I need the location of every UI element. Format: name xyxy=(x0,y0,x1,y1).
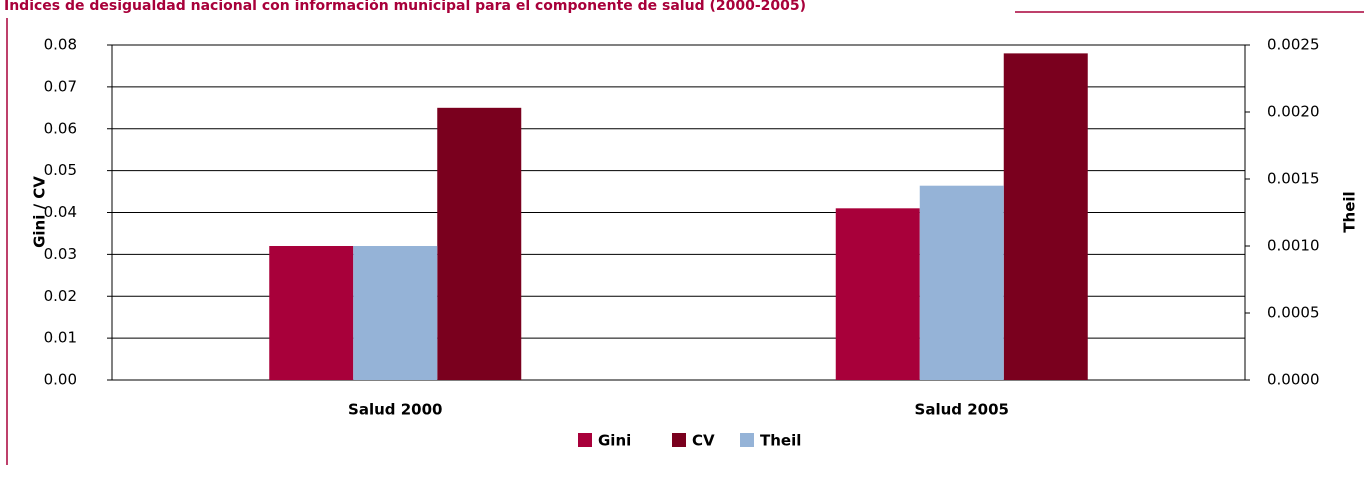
x-tick-label: Salud 2005 xyxy=(915,401,1009,419)
bar xyxy=(353,246,438,380)
legend-label: Gini xyxy=(598,432,631,450)
y-tick-label: 0.08 xyxy=(44,36,77,54)
bar xyxy=(1003,53,1088,380)
legend-swatch xyxy=(740,433,754,447)
y-tick-label: 0.05 xyxy=(44,161,77,179)
y-tick-label: 0.03 xyxy=(44,245,77,263)
y2-tick-label: 0.0025 xyxy=(1267,36,1320,54)
bar xyxy=(437,107,522,380)
legend-swatch xyxy=(672,433,686,447)
y-tick-label: 0.01 xyxy=(44,329,77,347)
y2-tick-label: 0.0000 xyxy=(1267,371,1320,389)
bar xyxy=(835,208,920,380)
y-axis-label: Gini / CV xyxy=(31,176,49,248)
y2-tick-label: 0.0005 xyxy=(1267,304,1320,322)
legend-swatch xyxy=(578,433,592,447)
y-tick-label: 0.06 xyxy=(44,119,77,137)
y2-tick-label: 0.0020 xyxy=(1267,103,1320,121)
legend-label: CV xyxy=(692,432,715,450)
y2-tick-label: 0.0010 xyxy=(1267,237,1320,255)
y2-axis-label: Theil xyxy=(1341,191,1359,232)
y-tick-label: 0.04 xyxy=(44,203,77,221)
y-tick-label: 0.00 xyxy=(44,371,77,389)
chart-title: Índices de desigualdad nacional con info… xyxy=(4,0,806,14)
bar xyxy=(269,246,354,380)
x-tick-label: Salud 2000 xyxy=(348,401,442,419)
y-tick-label: 0.07 xyxy=(44,77,77,95)
legend-label: Theil xyxy=(760,432,801,450)
y2-tick-label: 0.0015 xyxy=(1267,170,1320,188)
y-tick-label: 0.02 xyxy=(44,287,77,305)
bar xyxy=(919,185,1004,380)
